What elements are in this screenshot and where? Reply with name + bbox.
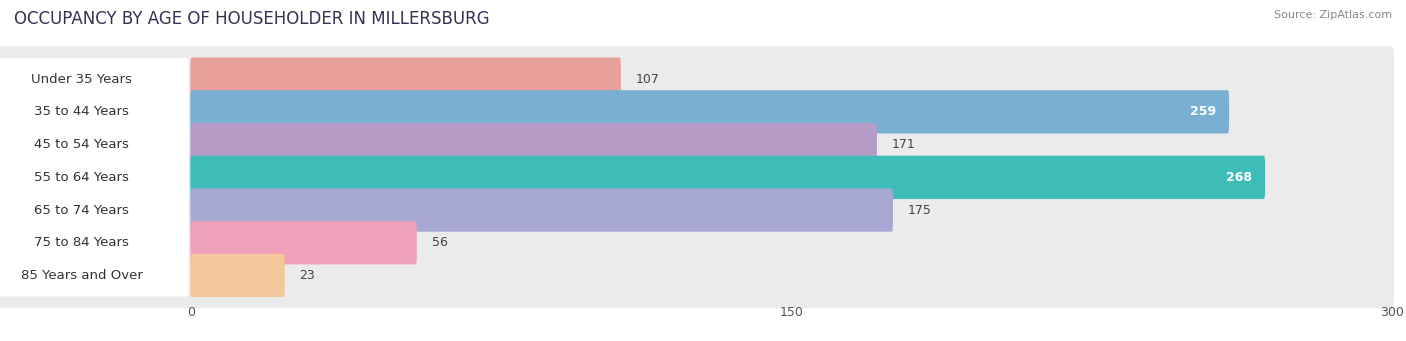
FancyBboxPatch shape bbox=[190, 189, 893, 232]
Text: 23: 23 bbox=[299, 269, 315, 282]
FancyBboxPatch shape bbox=[0, 222, 188, 264]
FancyBboxPatch shape bbox=[0, 124, 188, 165]
Text: OCCUPANCY BY AGE OF HOUSEHOLDER IN MILLERSBURG: OCCUPANCY BY AGE OF HOUSEHOLDER IN MILLE… bbox=[14, 10, 489, 28]
Text: 35 to 44 Years: 35 to 44 Years bbox=[34, 105, 129, 118]
FancyBboxPatch shape bbox=[0, 79, 1393, 145]
Text: 259: 259 bbox=[1189, 105, 1216, 118]
Text: 56: 56 bbox=[432, 236, 447, 249]
FancyBboxPatch shape bbox=[0, 112, 1393, 177]
FancyBboxPatch shape bbox=[0, 145, 1393, 210]
Text: 55 to 64 Years: 55 to 64 Years bbox=[34, 171, 129, 184]
Text: Under 35 Years: Under 35 Years bbox=[31, 73, 132, 86]
Text: Source: ZipAtlas.com: Source: ZipAtlas.com bbox=[1274, 10, 1392, 20]
Text: 45 to 54 Years: 45 to 54 Years bbox=[34, 138, 129, 151]
FancyBboxPatch shape bbox=[0, 157, 188, 198]
FancyBboxPatch shape bbox=[190, 254, 285, 297]
FancyBboxPatch shape bbox=[190, 221, 416, 264]
Text: 175: 175 bbox=[908, 204, 932, 217]
FancyBboxPatch shape bbox=[190, 156, 1265, 199]
Text: 268: 268 bbox=[1226, 171, 1251, 184]
FancyBboxPatch shape bbox=[190, 123, 877, 166]
FancyBboxPatch shape bbox=[0, 255, 188, 296]
FancyBboxPatch shape bbox=[0, 189, 188, 231]
Text: 85 Years and Over: 85 Years and Over bbox=[21, 269, 142, 282]
FancyBboxPatch shape bbox=[0, 177, 1393, 243]
FancyBboxPatch shape bbox=[0, 46, 1393, 112]
FancyBboxPatch shape bbox=[0, 91, 188, 133]
FancyBboxPatch shape bbox=[190, 90, 1229, 133]
Text: 107: 107 bbox=[636, 73, 659, 86]
Text: 75 to 84 Years: 75 to 84 Years bbox=[34, 236, 129, 249]
FancyBboxPatch shape bbox=[0, 243, 1393, 308]
FancyBboxPatch shape bbox=[0, 58, 188, 100]
FancyBboxPatch shape bbox=[190, 58, 621, 101]
FancyBboxPatch shape bbox=[0, 210, 1393, 276]
Text: 171: 171 bbox=[891, 138, 915, 151]
Text: 65 to 74 Years: 65 to 74 Years bbox=[34, 204, 129, 217]
